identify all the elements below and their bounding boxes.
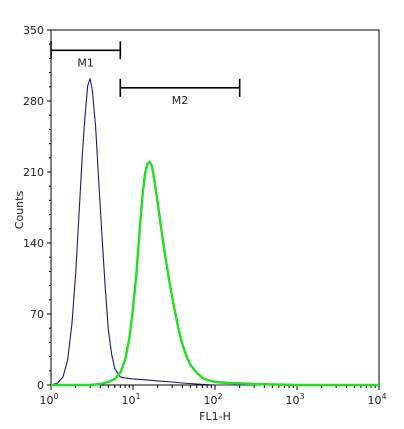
x-tick-label: 104 <box>367 392 386 407</box>
x-tick-label: 103 <box>285 392 304 407</box>
histogram-series-line <box>50 78 379 386</box>
y-tick-label: 210 <box>23 166 44 179</box>
y-tick-label: 0 <box>37 379 44 392</box>
marker-gates: M1 M2 <box>50 41 241 107</box>
y-tick-label: 70 <box>30 308 44 321</box>
histogram-series <box>50 78 379 387</box>
x-tick-label: 101 <box>121 392 140 407</box>
gate-label: M1 <box>77 56 94 69</box>
histogram-series-line <box>51 160 379 387</box>
x-tick-label: 100 <box>39 392 58 407</box>
y-axis-ticks: 0 70 140 210 280 350 <box>23 24 51 392</box>
x-tick-label: 102 <box>203 392 222 407</box>
x-axis-ticks: 100 101 102 103 104 <box>39 385 387 407</box>
x-axis-title: FL1-H <box>199 410 231 423</box>
y-tick-label: 350 <box>23 24 44 37</box>
y-tick-label: 140 <box>23 237 44 250</box>
y-tick-label: 280 <box>23 95 44 108</box>
gate-label: M2 <box>172 94 189 107</box>
y-axis-title: Counts <box>13 191 26 230</box>
